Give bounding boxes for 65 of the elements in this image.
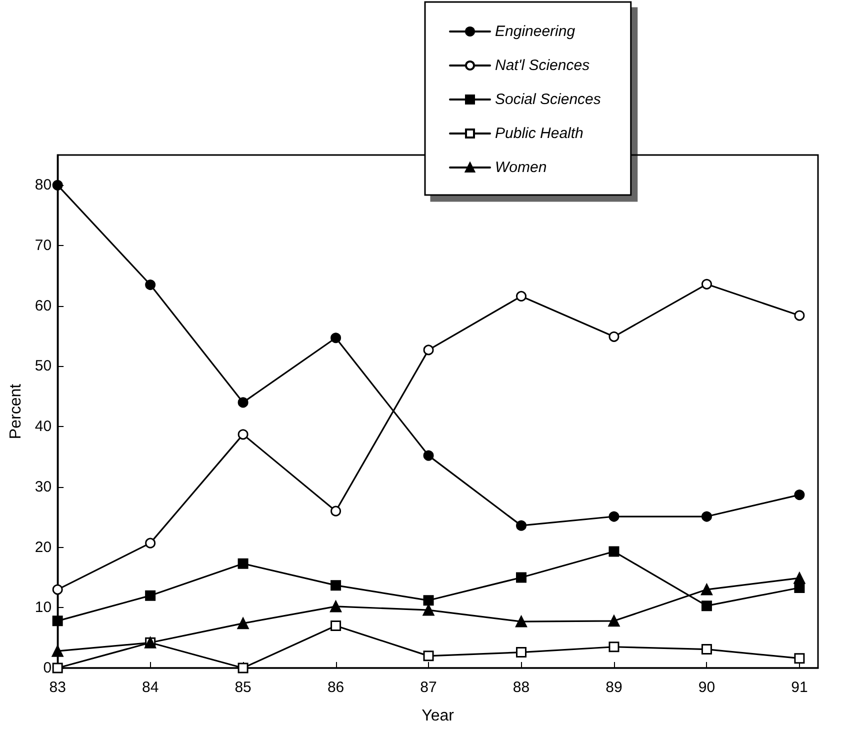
point (700, 584, 712, 596)
point (238, 662, 248, 674)
point (794, 490, 805, 500)
x-tick-label: 86 (327, 679, 344, 696)
legend-label: Public Health (495, 125, 584, 142)
y-tick-label: 30 (34, 478, 52, 496)
x-tick-label: 84 (142, 679, 159, 696)
point (238, 558, 248, 569)
point (145, 590, 156, 601)
x-tick-label: 89 (606, 679, 622, 696)
point (608, 615, 620, 627)
y-tick-label: 20 (34, 538, 52, 556)
point (422, 604, 434, 616)
point (423, 344, 434, 356)
x-axis-title: Year (422, 708, 455, 724)
point (701, 600, 712, 612)
point (608, 546, 620, 557)
point (608, 511, 620, 522)
x-tick-label: 88 (512, 679, 530, 696)
legend-label: Engineering (495, 23, 576, 40)
x-tick-label: 85 (234, 679, 252, 696)
point (701, 644, 712, 655)
x-tick-label: 83 (49, 679, 66, 696)
point (330, 580, 342, 591)
y-tick-label: 70 (34, 237, 52, 254)
point (794, 653, 805, 664)
point (52, 584, 63, 595)
x-tick-label: 87 (420, 679, 437, 696)
point (516, 290, 527, 302)
y-tick-label: 60 (34, 297, 52, 314)
point (330, 620, 342, 632)
point (423, 595, 434, 606)
point (794, 572, 806, 584)
point (608, 642, 620, 652)
point (145, 280, 156, 290)
y-tick-label: 10 (34, 599, 52, 616)
point (52, 645, 64, 657)
point (608, 331, 620, 342)
point (423, 650, 434, 662)
x-tick-label: 90 (698, 679, 716, 696)
point (701, 511, 712, 522)
point (701, 278, 712, 290)
point (237, 618, 249, 630)
point (516, 616, 528, 628)
point (423, 450, 434, 461)
legend-label: Nat'l Sciences (495, 57, 590, 74)
legend-label: Women (495, 159, 547, 176)
point (330, 600, 342, 612)
point (238, 397, 248, 408)
point (52, 616, 63, 626)
y-axis-title: Percent (8, 383, 24, 440)
y-tick-label: 0 (43, 660, 52, 676)
point (330, 332, 342, 344)
y-tick-label: 50 (34, 358, 52, 375)
y-tick-label: 80 (34, 176, 52, 194)
point (516, 520, 527, 531)
point (516, 647, 527, 658)
point (145, 538, 156, 548)
legend-label: Social Sciences (495, 91, 602, 108)
x-tick-label: 91 (791, 679, 808, 696)
point (330, 506, 342, 516)
y-tick-label: 40 (34, 418, 52, 436)
point (516, 572, 527, 583)
point (238, 429, 248, 440)
point (794, 310, 805, 321)
